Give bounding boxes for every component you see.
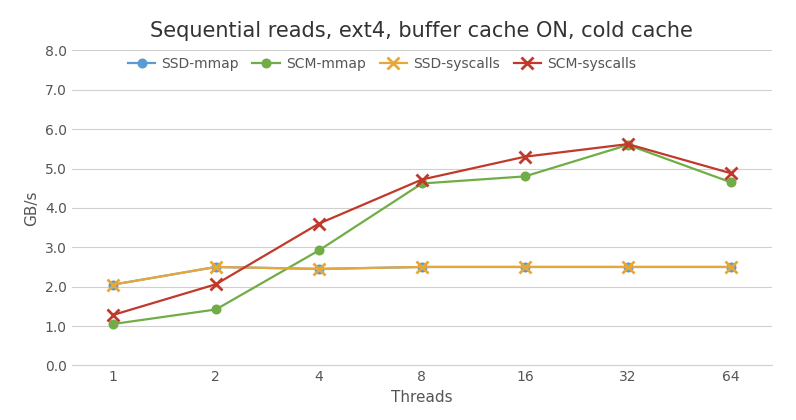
Line: SSD-syscalls: SSD-syscalls [107,261,736,290]
SSD-mmap [211,265,220,270]
SCM-mmap [108,322,118,327]
SSD-mmap [520,265,529,270]
SCM-syscalls [726,171,736,176]
SCM-syscalls [108,312,118,318]
SSD-mmap [417,265,427,270]
SCM-mmap [623,142,633,147]
SSD-mmap [623,265,633,270]
X-axis label: Threads: Threads [391,390,453,405]
SCM-syscalls [314,221,324,226]
SSD-syscalls [726,265,736,270]
Title: Sequential reads, ext4, buffer cache ON, cold cache: Sequential reads, ext4, buffer cache ON,… [150,21,693,40]
SCM-mmap [314,248,324,253]
SCM-mmap [211,307,220,312]
Line: SCM-mmap: SCM-mmap [109,141,735,328]
Y-axis label: GB/s: GB/s [24,190,39,226]
SCM-syscalls [623,142,633,147]
SCM-syscalls [520,154,529,159]
SCM-mmap [520,174,529,179]
SSD-mmap [314,266,324,271]
SSD-syscalls [108,282,118,287]
SCM-syscalls [417,177,427,182]
SSD-syscalls [314,266,324,271]
SCM-mmap [726,180,736,185]
Line: SCM-syscalls: SCM-syscalls [107,139,736,320]
Line: SSD-mmap: SSD-mmap [109,263,735,289]
SSD-syscalls [211,265,220,270]
SSD-syscalls [417,265,427,270]
SCM-syscalls [211,282,220,287]
SCM-mmap [417,181,427,186]
Legend: SSD-mmap, SCM-mmap, SSD-syscalls, SCM-syscalls: SSD-mmap, SCM-mmap, SSD-syscalls, SCM-sy… [127,58,636,71]
SSD-syscalls [623,265,633,270]
SSD-syscalls [520,265,529,270]
SSD-mmap [726,265,736,270]
SSD-mmap [108,282,118,287]
